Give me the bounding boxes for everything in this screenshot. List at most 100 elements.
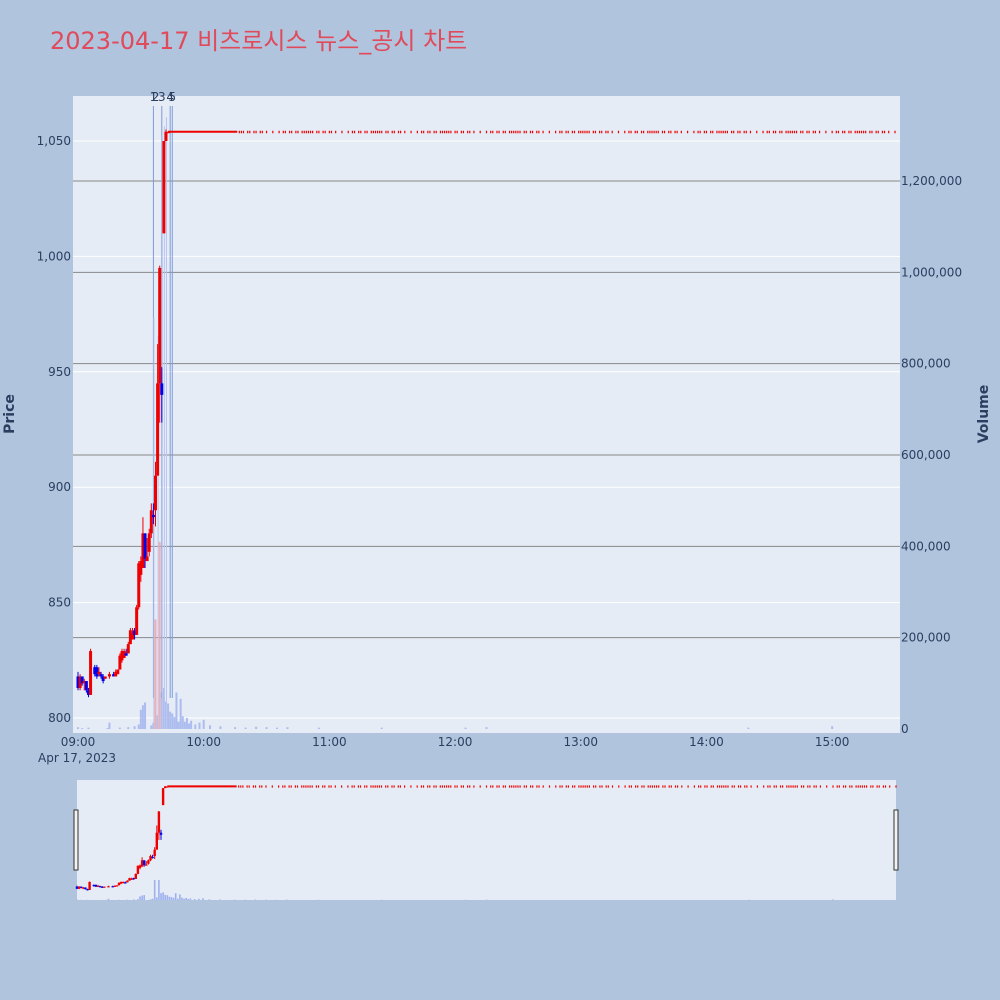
candle-body bbox=[76, 676, 80, 688]
flat-price-tick bbox=[745, 130, 747, 134]
flat-price-tick bbox=[599, 130, 601, 134]
flat-price-tick bbox=[661, 130, 664, 134]
mini-flat-tick bbox=[727, 785, 729, 788]
mini-candle-body bbox=[140, 860, 144, 867]
volume-gridlines bbox=[73, 180, 900, 639]
flat-price-tick bbox=[360, 130, 362, 134]
flat-price-tick bbox=[573, 130, 576, 134]
flat-price-tick bbox=[718, 130, 720, 134]
flat-price-tick bbox=[670, 130, 672, 134]
mini-flat-tick bbox=[681, 785, 683, 788]
mini-candle-body bbox=[138, 865, 142, 868]
volume-tick-label: 1,200,000 bbox=[901, 174, 962, 188]
volume-bar bbox=[188, 723, 191, 729]
flat-price-tick bbox=[582, 130, 584, 134]
time-tick-label: 12:00 bbox=[438, 735, 473, 749]
mini-flat-tick bbox=[378, 785, 380, 788]
news-annotation-label: 5 bbox=[168, 90, 176, 104]
mini-candle-body bbox=[107, 886, 110, 888]
flat-price-tick bbox=[282, 130, 284, 134]
flat-price-tick bbox=[856, 130, 858, 134]
mini-flat-tick bbox=[737, 785, 740, 788]
mini-flat-tick bbox=[607, 785, 609, 788]
candle-body bbox=[95, 667, 99, 677]
mini-flat-tick bbox=[786, 785, 788, 788]
mini-flat-tick bbox=[305, 785, 307, 788]
mini-flat-tick bbox=[511, 785, 513, 788]
flat-price-tick bbox=[561, 130, 563, 134]
flat-price-tick bbox=[444, 130, 446, 134]
range-slider[interactable] bbox=[77, 780, 896, 900]
flat-price-tick bbox=[676, 130, 678, 134]
flat-price-tick bbox=[328, 130, 330, 134]
mini-flat-tick bbox=[710, 785, 712, 788]
mini-flat-tick bbox=[863, 785, 866, 788]
flat-price-tick bbox=[565, 130, 567, 134]
flat-price-tick bbox=[265, 130, 268, 134]
flat-price-tick bbox=[347, 130, 349, 134]
flat-price-tick bbox=[391, 130, 393, 134]
flat-price-tick bbox=[802, 130, 804, 134]
mini-flat-tick bbox=[574, 785, 576, 788]
flat-price-tick bbox=[812, 130, 814, 134]
mini-flat-tick bbox=[359, 785, 362, 788]
flat-price-tick bbox=[733, 130, 735, 134]
mini-flat-tick bbox=[884, 785, 887, 788]
candle-body bbox=[80, 676, 84, 684]
price-tick-label: 800 bbox=[48, 711, 71, 725]
time-tick-label: 10:00 bbox=[186, 735, 221, 749]
flat-price-tick bbox=[875, 130, 877, 134]
mini-flat-tick bbox=[492, 785, 494, 788]
volume-bar bbox=[831, 726, 834, 729]
volume-bar bbox=[181, 716, 184, 729]
candle-body bbox=[114, 671, 118, 677]
mini-candle-body bbox=[161, 788, 165, 806]
flat-price-tick bbox=[240, 130, 242, 134]
mini-flat-tick bbox=[700, 785, 702, 788]
mini-flat-tick bbox=[288, 785, 290, 788]
flat-price-tick bbox=[272, 130, 274, 134]
mini-volume-bar bbox=[164, 894, 166, 900]
range-slider-left-handle[interactable] bbox=[73, 809, 79, 871]
flat-price-tick bbox=[825, 130, 827, 134]
mini-candle-body bbox=[157, 811, 161, 833]
mini-volume-bar bbox=[219, 899, 221, 900]
mini-flat-tick bbox=[399, 785, 401, 788]
flat-price-tick bbox=[894, 130, 896, 134]
mini-candle-body bbox=[84, 887, 87, 890]
mini-flat-tick bbox=[422, 785, 425, 788]
mini-candle-body bbox=[92, 884, 95, 887]
mini-flat-tick bbox=[420, 785, 422, 788]
price-tick-label: 1,000 bbox=[37, 249, 71, 263]
flat-price-tick bbox=[555, 130, 557, 134]
flat-price-tick bbox=[249, 130, 251, 134]
flat-price-tick bbox=[888, 130, 890, 134]
volume-tick-label: 200,000 bbox=[901, 631, 951, 645]
mini-flat-tick bbox=[849, 785, 851, 788]
flat-price-tick bbox=[571, 130, 573, 134]
range-slider-right-handle[interactable] bbox=[893, 809, 899, 871]
mini-flat-tick bbox=[859, 785, 861, 788]
mini-flat-tick bbox=[450, 785, 452, 788]
flat-price-tick bbox=[774, 130, 777, 134]
flat-price-tick bbox=[374, 130, 377, 134]
flat-price-tick bbox=[865, 130, 867, 134]
flat-price-tick bbox=[450, 130, 452, 134]
candle-body bbox=[101, 676, 105, 682]
flat-price-tick bbox=[756, 130, 758, 134]
mini-flat-tick bbox=[254, 785, 257, 788]
mini-candle-body bbox=[77, 886, 81, 889]
mini-volume-bar bbox=[158, 880, 160, 900]
flat-price-tick bbox=[726, 130, 729, 134]
time-tick-label: 13:00 bbox=[563, 735, 598, 749]
mini-flat-tick bbox=[278, 785, 280, 788]
flat-price-tick bbox=[531, 130, 534, 134]
mini-flat-tick bbox=[364, 785, 366, 788]
flat-price-tick bbox=[291, 130, 293, 134]
flat-price-tick bbox=[697, 130, 699, 134]
mini-flat-tick bbox=[525, 785, 527, 788]
mini-flat-tick bbox=[845, 785, 847, 788]
mini-volume-bar bbox=[166, 895, 169, 900]
flat-price-tick bbox=[496, 130, 498, 134]
